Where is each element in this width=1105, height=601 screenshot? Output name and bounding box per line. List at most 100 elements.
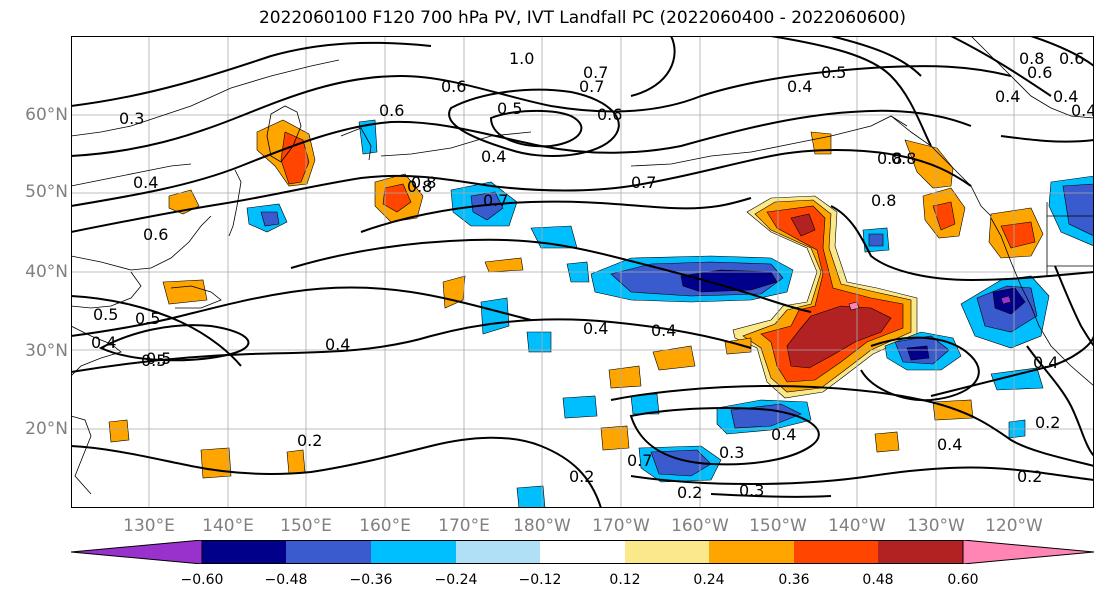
coastlines	[71, 36, 1094, 495]
contour-label: 0.4	[481, 147, 506, 166]
contour-label: 0.5	[93, 305, 118, 324]
anomaly-bluemid-143w	[868, 233, 884, 247]
anomaly-orange-152w	[810, 131, 832, 155]
colorbar-tick: −0.12	[518, 572, 562, 588]
contour-label: 0.3	[719, 443, 744, 462]
anomaly-darkred-central	[786, 213, 892, 369]
colorbar-segment	[878, 540, 963, 564]
anomaly-red-kamchatka-core	[280, 131, 310, 185]
anomaly-blue-165e	[480, 297, 510, 335]
contour-labels: 0.3 0.4 0.6 0.5 0.7 0.8 1.0 0.4 0.5 0.6 …	[91, 49, 1094, 502]
lat-label-20n: 20°N	[25, 419, 68, 439]
contour-label: 0.4	[651, 321, 676, 340]
anomaly-blue-180	[526, 331, 552, 353]
contour-label: 0.4	[937, 435, 962, 454]
contour-label: 0.5	[821, 63, 846, 82]
map-panel: 0.3 0.4 0.6 0.5 0.7 0.8 1.0 0.4 0.5 0.6 …	[71, 36, 1094, 508]
lon-label-180w: 180°W	[513, 516, 571, 536]
lon-label-130w: 130°W	[907, 516, 965, 536]
contour-label: 0.4	[1033, 353, 1058, 372]
contour-label: 0.2	[1035, 413, 1060, 432]
colorbar-segment	[286, 540, 371, 564]
map-frame	[71, 36, 1094, 508]
anomaly-blue-21n-168w	[630, 393, 660, 415]
anomaly-pink-central	[848, 301, 860, 311]
contour-label: 0.4	[91, 333, 116, 352]
colorbar-svg	[70, 539, 1095, 565]
contour-label: 0.5	[141, 351, 166, 370]
contours	[71, 36, 1094, 508]
colorbar-extend-max	[962, 539, 1095, 565]
anomaly-orange-13n-140e	[200, 447, 232, 479]
colorbar-segment	[540, 540, 625, 564]
colorbar-tick: −0.48	[264, 572, 308, 588]
anomaly-orange-20n-126e	[108, 419, 130, 443]
map-svg: 0.3 0.4 0.6 0.5 0.7 0.8 1.0 0.4 0.5 0.6 …	[71, 36, 1094, 508]
contour-label: 0.4	[771, 425, 796, 444]
colorbar-tick: −0.24	[434, 572, 478, 588]
contour-label: 0.5	[146, 349, 171, 368]
contour-label: 0.7	[583, 63, 608, 82]
lat-label-40n: 40°N	[25, 262, 68, 282]
contour-label: 0.5	[135, 309, 160, 328]
contour-label: 0.4	[787, 77, 812, 96]
colorbar-tick: 0.60	[947, 572, 979, 588]
contour-label: 0.8	[1019, 49, 1044, 68]
lon-label-150e: 150°E	[280, 516, 332, 536]
lon-label-140w: 140°W	[828, 516, 886, 536]
anomaly-orange-20n-137w	[874, 431, 900, 453]
lon-label-160w: 160°W	[671, 516, 729, 536]
colorbar-tick: 0.48	[862, 572, 894, 588]
contour-label: 0.3	[739, 481, 764, 500]
anomaly-navy-band	[680, 269, 778, 293]
contour-label: 0.4	[1071, 101, 1094, 120]
anomaly-orange-22n-130w	[932, 399, 974, 421]
lon-label-130e: 130°E	[123, 516, 175, 536]
anomaly-blue-bering	[358, 119, 378, 155]
lon-label-140e: 140°E	[202, 516, 254, 536]
anomaly-orange-175e	[484, 257, 524, 273]
contour-label: 0.2	[297, 431, 322, 450]
colorbar-tick: 0.36	[778, 572, 810, 588]
anomaly-orange-38n-135e	[162, 279, 208, 305]
lon-label-170w: 170°W	[592, 516, 650, 536]
lon-label-170e: 170°E	[438, 516, 490, 536]
contour-label: 0.4	[133, 173, 158, 192]
anomaly-red-bc	[932, 201, 956, 231]
contour-label: 0.6	[143, 225, 168, 244]
anomaly-red-ne	[1000, 221, 1036, 249]
anomaly-bluemid-ne	[1062, 183, 1094, 237]
contour-label: 0.2	[1017, 467, 1042, 486]
anomaly-navy-31n	[906, 345, 930, 361]
colorbar-tick: 0.12	[609, 572, 641, 588]
anomaly-orange-14n-148e	[286, 449, 306, 475]
anomaly-bluemid-22n-155w	[730, 403, 802, 429]
lat-label-30n: 30°N	[25, 341, 68, 361]
contour-label: 0.6	[597, 105, 622, 124]
anomaly-red-160e	[382, 183, 412, 213]
colorbar-tick: −0.36	[349, 572, 393, 588]
colorbar	[70, 539, 1095, 565]
colorbar-segment	[202, 540, 286, 564]
contour-label: 0.4	[325, 335, 350, 354]
anomaly-orange-164w	[652, 345, 696, 371]
contour-label: 0.6	[1027, 63, 1052, 82]
contour-label: 0.5	[497, 99, 522, 118]
colorbar-segment	[709, 540, 794, 564]
contour-label: 0.7	[631, 173, 656, 192]
contour-label: 0.7	[579, 77, 604, 96]
contour-label: 0.7	[627, 451, 652, 470]
colorbar-tick: 0.24	[693, 572, 725, 588]
contour-label: 0.8	[407, 177, 432, 196]
colorbar-extend-min	[70, 539, 203, 565]
contour-label: 0.8	[411, 173, 436, 192]
colorbar-segment	[625, 540, 709, 564]
contour-label: 0.7	[483, 191, 508, 210]
anomaly-blue-22n-175e	[562, 395, 598, 419]
contour-label: 0.3	[119, 109, 144, 128]
anomaly-blue-11n-180	[516, 485, 546, 508]
contour-label: 0.4	[1053, 87, 1078, 106]
contour-label: 0.6	[1059, 49, 1084, 68]
map-title: 2022060100 F120 700 hPa PV, IVT Landfall…	[258, 8, 906, 28]
contour-label: 0.2	[569, 467, 594, 486]
